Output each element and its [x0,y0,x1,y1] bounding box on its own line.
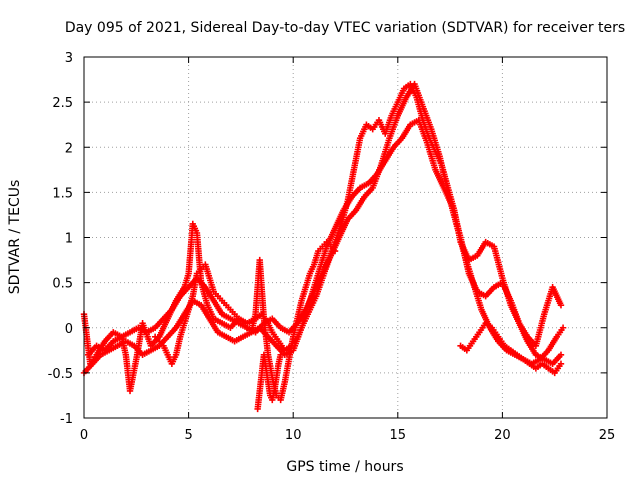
x-tick-label: 10 [285,428,302,443]
data-point [557,301,565,309]
y-tick-label: 2 [65,141,73,156]
x-tick-label: 15 [390,428,407,443]
x-tick-label: 0 [80,428,88,443]
data-point [557,360,565,368]
x-axis-ticks: 0 5 10 15 20 25 [80,57,615,443]
x-tick-label: 20 [494,428,511,443]
y-tick-label: -1 [60,412,73,427]
data-point [277,351,284,359]
y-tick-label: 2.5 [52,96,73,111]
chart-title: Day 095 of 2021, Sidereal Day-to-day VTE… [65,20,625,36]
data-point [559,324,567,331]
x-axis-label: GPS time / hours [286,459,403,475]
data-point [557,351,565,359]
y-axis-ticks: -1 -0.5 0 0.5 1 1.5 2 2.5 3 [48,51,607,427]
data-marks [80,80,567,413]
data-point [331,247,339,255]
y-tick-label: 1.5 [52,186,73,201]
y-tick-label: 0.5 [52,277,73,292]
x-tick-label: 25 [599,428,616,443]
y-axis-label: SDTVAR / TECUs [7,180,23,295]
y-tick-label: 3 [65,51,73,66]
y-tick-label: 1 [65,232,73,247]
y-tick-label: -0.5 [48,367,73,382]
y-tick-label: 0 [65,322,73,337]
x-tick-label: 5 [184,428,192,443]
